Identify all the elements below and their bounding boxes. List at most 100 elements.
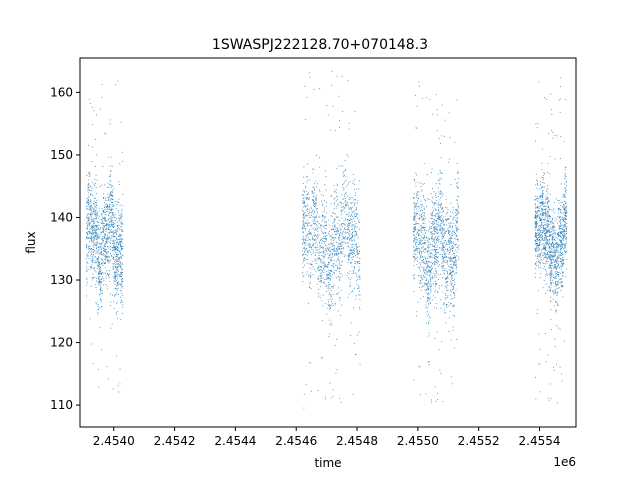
data-point: [118, 236, 120, 238]
data-point: [564, 252, 566, 254]
data-point: [90, 285, 92, 287]
data-point: [115, 270, 117, 272]
data-point: [303, 206, 304, 208]
data-point: [413, 202, 415, 204]
data-point: [355, 298, 357, 300]
data-point: [432, 201, 434, 203]
data-point: [354, 248, 356, 249]
data-point: [342, 189, 344, 191]
data-point: [351, 219, 353, 221]
data-point: [322, 240, 324, 242]
data-point: [317, 390, 319, 391]
data-point: [447, 228, 449, 230]
data-point: [93, 237, 95, 239]
data-point: [119, 228, 121, 230]
data-point: [336, 253, 338, 255]
data-point: [90, 208, 92, 210]
data-point: [541, 162, 543, 164]
data-point: [419, 229, 421, 231]
data-point: [421, 215, 423, 217]
data-point: [436, 331, 438, 333]
data-point: [330, 194, 332, 196]
data-point: [96, 251, 98, 253]
data-point: [419, 242, 421, 244]
data-point: [335, 205, 337, 207]
data-point: [438, 195, 440, 197]
data-point: [305, 248, 307, 250]
data-point: [348, 207, 350, 209]
data-point: [562, 257, 564, 259]
data-point: [105, 275, 107, 276]
data-point: [324, 249, 326, 251]
data-point: [565, 99, 566, 101]
data-point: [114, 274, 116, 276]
data-point: [100, 252, 102, 254]
data-point: [103, 210, 105, 212]
data-point: [122, 285, 123, 287]
data-point: [549, 216, 551, 217]
data-point: [422, 97, 423, 99]
data-point: [344, 174, 345, 176]
data-point: [433, 240, 435, 242]
data-point: [97, 261, 99, 263]
data-point: [320, 280, 322, 282]
data-point: [322, 215, 324, 217]
data-point: [345, 204, 347, 206]
data-point: [552, 243, 554, 245]
data-point: [358, 219, 360, 221]
data-point: [558, 245, 560, 247]
data-point: [96, 205, 98, 207]
data-point: [87, 197, 89, 199]
data-point: [535, 232, 537, 234]
data-point: [413, 246, 415, 248]
data-point: [308, 244, 310, 246]
data-point: [340, 165, 342, 167]
data-point: [560, 201, 562, 203]
data-point: [434, 261, 436, 263]
data-point: [562, 236, 564, 238]
data-point: [338, 259, 340, 261]
data-point: [559, 228, 561, 229]
data-point: [431, 252, 433, 254]
data-point: [333, 212, 335, 214]
data-point: [351, 247, 353, 248]
data-point: [421, 244, 423, 246]
data-point: [438, 241, 440, 243]
data-point: [437, 187, 439, 189]
data-point: [561, 228, 563, 230]
data-point: [307, 222, 309, 223]
data-point: [97, 217, 99, 219]
data-point: [90, 248, 92, 250]
data-point: [448, 238, 450, 239]
data-point: [122, 245, 123, 247]
data-point: [94, 185, 96, 187]
data-point: [425, 263, 427, 265]
data-point: [86, 281, 88, 283]
data-point: [561, 243, 563, 245]
data-point: [114, 275, 116, 276]
data-point: [560, 255, 562, 257]
data-point: [121, 222, 122, 224]
data-point: [88, 216, 90, 218]
data-point: [346, 228, 348, 230]
data-point: [448, 331, 450, 333]
data-point: [431, 227, 432, 229]
data-point: [542, 186, 544, 187]
data-point: [564, 209, 566, 210]
data-point: [335, 234, 337, 236]
data-point: [420, 256, 422, 258]
data-point: [118, 184, 120, 186]
data-point: [434, 249, 436, 251]
data-point: [90, 239, 92, 241]
data-point: [562, 232, 564, 234]
data-point: [89, 241, 90, 243]
data-point: [121, 257, 123, 259]
data-point: [562, 260, 564, 262]
data-point: [115, 243, 117, 245]
data-point: [111, 254, 113, 256]
data-point: [452, 270, 454, 272]
data-point: [310, 234, 312, 236]
data-point: [304, 260, 306, 262]
data-point: [555, 311, 557, 313]
data-point: [93, 211, 94, 213]
